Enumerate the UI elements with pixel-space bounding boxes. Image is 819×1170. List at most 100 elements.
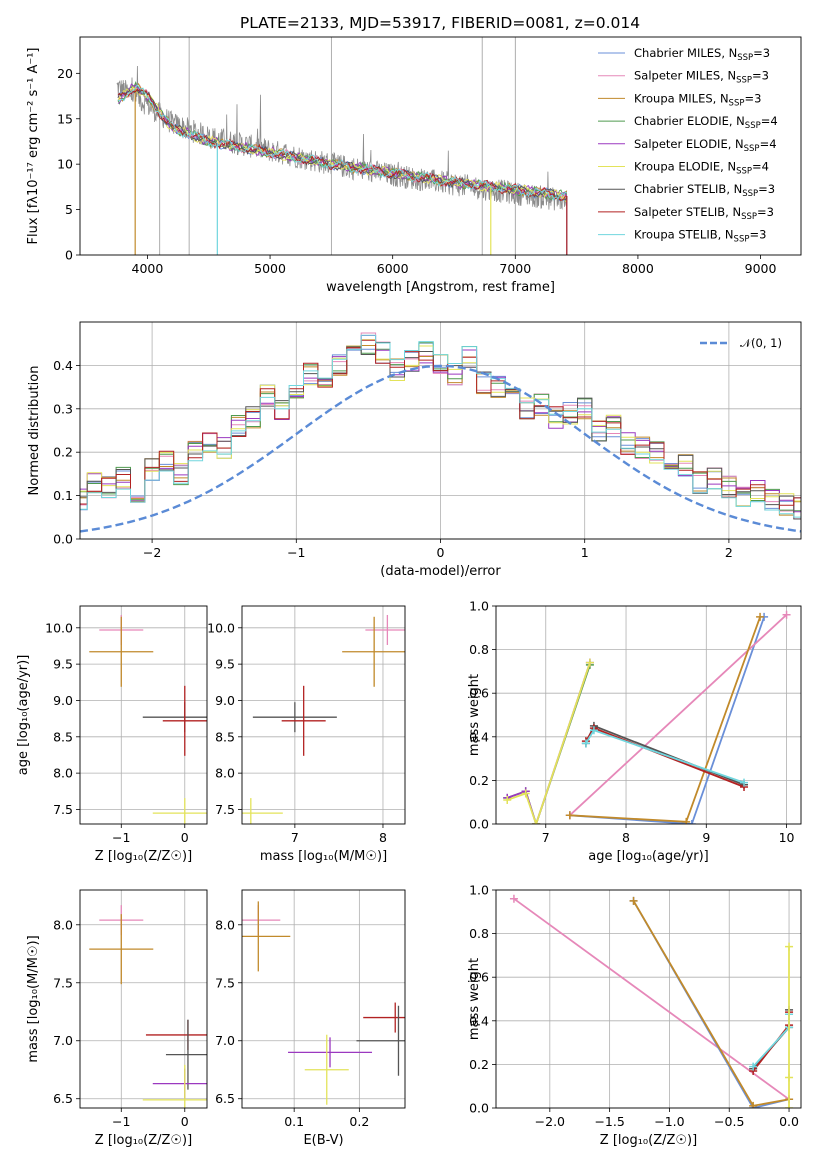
legend-label-sub: SSP (737, 53, 753, 63)
point-marker (503, 796, 512, 805)
model-spectrum (117, 86, 567, 202)
point-marker (682, 817, 691, 824)
x-tick-label: 0.2 (349, 1114, 369, 1129)
x-tick-label: 2 (725, 545, 733, 560)
legend-label: Salpeter MILES, NSSP=3 (634, 69, 769, 86)
normal-curve (80, 364, 801, 533)
x-tick-label: −0.5 (714, 1114, 744, 1129)
x-tick-label: −1.5 (594, 1114, 624, 1129)
point-marker (589, 726, 598, 735)
axes-frame (79, 889, 208, 1109)
y-tick-label: 7.5 (215, 975, 235, 990)
y-tick-label: 0.4 (469, 1013, 489, 1028)
model-spectrum (117, 82, 568, 201)
point-marker (629, 896, 638, 905)
mass-weight-line (506, 662, 591, 824)
legend-label-sub: SSP (744, 144, 760, 154)
x-tick-label: −1 (112, 1114, 130, 1129)
legend-label-sub: SSP (741, 212, 757, 222)
legend-label: Kroupa STELIB, NSSP=3 (634, 228, 766, 245)
legend-label-main: Salpeter ELODIE, N (634, 137, 744, 151)
point-marker (581, 739, 590, 748)
y-tick-label: 7.0 (215, 1033, 235, 1048)
panel-7: 0.1 0.2 6.5 7.0 7.5 8.0 E(B-V) (215, 889, 406, 1148)
y-tick-label: 0.3 (53, 401, 73, 416)
mass-weight-line (569, 616, 765, 824)
point-marker (785, 1073, 794, 1082)
x-tick-label: 9000 (745, 261, 777, 276)
y-tick-label: 8.5 (53, 729, 73, 744)
plot-area (116, 37, 568, 255)
point-marker (785, 1104, 794, 1108)
legend-label-main: Kroupa MILES, N (634, 91, 729, 105)
histogram-step (80, 339, 801, 511)
y-tick-label: 5 (65, 202, 73, 217)
x-tick-label: −1 (287, 545, 305, 560)
y-tick-label: 10 (57, 157, 73, 172)
histogram-step (80, 339, 801, 507)
x-tick-label: 8 (379, 830, 387, 845)
x-tick-label: 7000 (499, 261, 531, 276)
legend-label: 𝒩(0, 1) (740, 336, 782, 350)
y-tick-label: 0.2 (469, 1057, 489, 1072)
legend-label-main: Kroupa STELIB, N (634, 228, 734, 242)
point-marker (749, 1101, 758, 1108)
x-axis-label: E(B-V) (303, 1133, 343, 1148)
panel-6: −1 0 6.5 7.0 7.5 8.0 Z [log₁₀(Z/Z☉)] mass [log₁… (26, 889, 208, 1148)
y-tick-label: 7.5 (215, 802, 235, 817)
axes-frame (495, 889, 802, 1109)
y-tick-label: 7.5 (53, 802, 73, 817)
histogram-step (80, 342, 801, 511)
legend-label: Kroupa ELODIE, NSSP=4 (634, 160, 769, 177)
legend-label-sub: SSP (729, 98, 745, 108)
y-tick-label: 0.4 (469, 729, 489, 744)
x-tick-label: −1.0 (654, 1114, 684, 1129)
legend-label-main: Chabrier MILES, N (634, 46, 737, 60)
x-tick-label: 6000 (377, 261, 409, 276)
legend-label-sub: SSP (742, 189, 758, 199)
mass-weight-line (513, 897, 790, 1101)
x-axis-label: mass [log₁₀(M/M☉)] (260, 849, 387, 864)
panel-3: −1 0 7.5 8.0 8.5 9.0 9.5 10.0 Z [log₁₀(Z/Z☉)] age… (16, 605, 208, 864)
legend-label-sub: SSP (736, 76, 752, 86)
y-tick-label: 0.6 (469, 970, 489, 985)
legend-label-tail: =3 (753, 46, 770, 60)
x-axis-label: (data-model)/error (380, 564, 501, 579)
legend-label: Chabrier MILES, NSSP=3 (634, 46, 770, 63)
y-tick-label: 8.0 (215, 766, 235, 781)
x-axis-label: wavelength [Angstrom, rest frame] (326, 280, 555, 295)
figure-title: PLATE=2133, MJD=53917, FIBERID=0081, z=0… (240, 14, 640, 32)
x-tick-label: 0.0 (779, 1114, 799, 1129)
legend-label-main: Kroupa ELODIE, N (634, 160, 736, 174)
axes-frame (495, 605, 802, 825)
x-tick-label: 0 (437, 545, 445, 560)
y-tick-label: 8.5 (215, 729, 235, 744)
y-tick-label: 7.0 (53, 1033, 73, 1048)
y-tick-label: 15 (57, 111, 73, 126)
x-tick-label: 4000 (132, 261, 164, 276)
x-tick-label: 1 (581, 545, 589, 560)
legend-label-tail: =3 (758, 182, 775, 196)
y-axis-label: age [log₁₀(age/yr)] (16, 655, 31, 776)
y-tick-label: 8.0 (53, 917, 73, 932)
x-axis-label: Z [log₁₀(Z/Z☉)] (95, 1133, 192, 1148)
legend-label-sub: SSP (745, 121, 761, 131)
mass-weight-line (506, 664, 591, 824)
legend-label-main: Salpeter MILES, N (634, 69, 736, 83)
legend-label-tail: =3 (744, 91, 761, 105)
y-tick-label: 0.0 (469, 817, 489, 832)
x-tick-label: −2 (143, 545, 161, 560)
model-spectrum (117, 81, 568, 201)
plot-area (89, 905, 207, 1108)
y-tick-label: 0.8 (469, 642, 489, 657)
panel-5: 7 8 9 10 0.0 0.2 0.4 0.6 0.8 1.0 age [log₁₀(age/yr… (467, 599, 802, 864)
panel-1: 4000 5000 6000 7000 8000 9000 0 5 10 15 20 waveleng… (26, 36, 802, 295)
y-tick-label: 0.2 (469, 773, 489, 788)
mass-weight-line (752, 1014, 790, 1068)
x-tick-label: −1 (112, 830, 130, 845)
legend-label-tail: =4 (761, 114, 778, 128)
plot-area (242, 614, 405, 824)
legend-label-tail: =4 (760, 137, 777, 151)
point-marker (785, 942, 794, 951)
axes-frame (79, 36, 802, 256)
